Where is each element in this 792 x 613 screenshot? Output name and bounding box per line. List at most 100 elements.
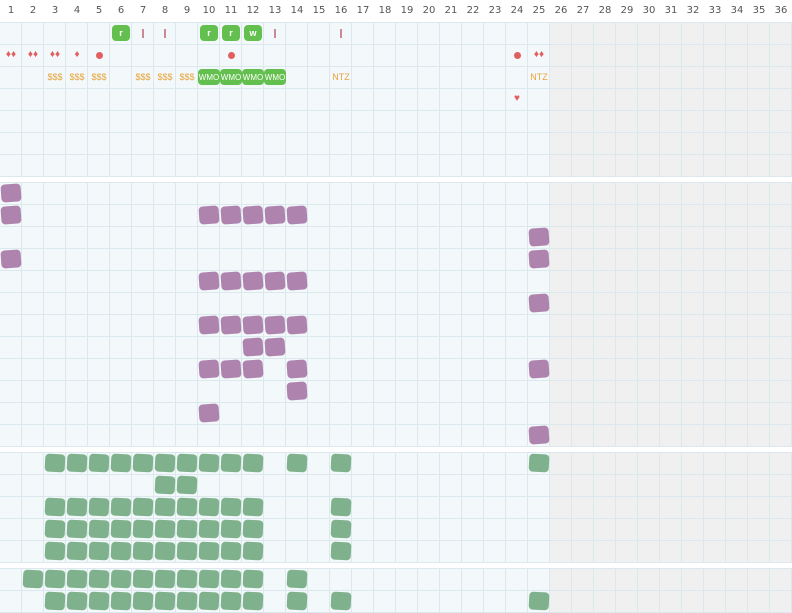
- tick-marker[interactable]: [132, 22, 154, 44]
- scribble-marker[interactable]: [242, 496, 264, 518]
- scribble-marker[interactable]: [528, 292, 550, 314]
- scribble-marker[interactable]: [110, 452, 132, 474]
- scribble-marker[interactable]: [176, 568, 198, 590]
- code-marker[interactable]: $$$: [44, 66, 66, 88]
- badge-marker[interactable]: r: [220, 22, 242, 44]
- scribble-marker[interactable]: [154, 474, 176, 496]
- scribble-marker[interactable]: [132, 590, 154, 612]
- scribble-marker[interactable]: [198, 270, 220, 292]
- scribble-marker[interactable]: [22, 568, 44, 590]
- scribble-marker[interactable]: [88, 496, 110, 518]
- scribble-marker[interactable]: [286, 314, 308, 336]
- scribble-marker[interactable]: [198, 540, 220, 562]
- scribble-marker[interactable]: [132, 518, 154, 540]
- scribble-marker[interactable]: [44, 518, 66, 540]
- scribble-marker[interactable]: [88, 540, 110, 562]
- scribble-marker[interactable]: [242, 518, 264, 540]
- scribble-marker[interactable]: [132, 568, 154, 590]
- scribble-marker[interactable]: [286, 590, 308, 612]
- scribble-marker[interactable]: [154, 540, 176, 562]
- tick-marker[interactable]: [264, 22, 286, 44]
- scribble-marker[interactable]: [242, 358, 264, 380]
- scribble-marker[interactable]: [176, 540, 198, 562]
- scribble-marker[interactable]: [528, 452, 550, 474]
- code-marker[interactable]: $$$: [66, 66, 88, 88]
- icon-marker[interactable]: ♥: [506, 88, 528, 110]
- scribble-marker[interactable]: [176, 518, 198, 540]
- scribble-marker[interactable]: [88, 452, 110, 474]
- scribble-marker[interactable]: [220, 358, 242, 380]
- scribble-marker[interactable]: [286, 358, 308, 380]
- code-marker[interactable]: $$$: [154, 66, 176, 88]
- scribble-marker[interactable]: [66, 496, 88, 518]
- scribble-marker[interactable]: [242, 590, 264, 612]
- scribble-marker[interactable]: [176, 590, 198, 612]
- scribble-marker[interactable]: [66, 452, 88, 474]
- scribble-marker[interactable]: [88, 590, 110, 612]
- scribble-marker[interactable]: [242, 336, 264, 358]
- scribble-marker[interactable]: [0, 204, 22, 226]
- tick-marker[interactable]: [330, 22, 352, 44]
- scribble-marker[interactable]: [528, 590, 550, 612]
- scribble-marker[interactable]: [242, 314, 264, 336]
- scribble-marker[interactable]: [198, 568, 220, 590]
- scribble-marker[interactable]: [220, 590, 242, 612]
- scribble-marker[interactable]: [66, 540, 88, 562]
- icon-marker[interactable]: ♦♦: [0, 44, 22, 66]
- badge-marker[interactable]: WMO: [198, 66, 220, 88]
- scribble-marker[interactable]: [242, 204, 264, 226]
- scribble-marker[interactable]: [198, 204, 220, 226]
- scribble-marker[interactable]: [528, 424, 550, 446]
- scribble-marker[interactable]: [110, 590, 132, 612]
- icon-marker[interactable]: ♦♦: [22, 44, 44, 66]
- scribble-marker[interactable]: [220, 204, 242, 226]
- scribble-marker[interactable]: [88, 568, 110, 590]
- scribble-marker[interactable]: [330, 518, 352, 540]
- scribble-marker[interactable]: [110, 518, 132, 540]
- scribble-marker[interactable]: [154, 518, 176, 540]
- scribble-marker[interactable]: [220, 496, 242, 518]
- scribble-marker[interactable]: [242, 452, 264, 474]
- scribble-marker[interactable]: [286, 452, 308, 474]
- code-marker[interactable]: NTZ: [330, 66, 352, 88]
- scribble-marker[interactable]: [44, 568, 66, 590]
- scribble-marker[interactable]: [264, 314, 286, 336]
- scribble-marker[interactable]: [198, 590, 220, 612]
- scribble-marker[interactable]: [154, 452, 176, 474]
- scribble-marker[interactable]: [176, 474, 198, 496]
- scribble-marker[interactable]: [264, 336, 286, 358]
- scribble-marker[interactable]: [0, 248, 22, 270]
- dot-marker[interactable]: [88, 44, 110, 66]
- badge-marker[interactable]: w: [242, 22, 264, 44]
- scribble-marker[interactable]: [286, 204, 308, 226]
- scribble-marker[interactable]: [198, 402, 220, 424]
- scribble-marker[interactable]: [330, 496, 352, 518]
- scribble-marker[interactable]: [242, 568, 264, 590]
- scribble-marker[interactable]: [154, 496, 176, 518]
- code-marker[interactable]: $$$: [88, 66, 110, 88]
- dot-marker[interactable]: [506, 44, 528, 66]
- scribble-marker[interactable]: [220, 452, 242, 474]
- scribble-marker[interactable]: [132, 540, 154, 562]
- scribble-marker[interactable]: [220, 540, 242, 562]
- scribble-marker[interactable]: [44, 452, 66, 474]
- scribble-marker[interactable]: [286, 568, 308, 590]
- scribble-marker[interactable]: [66, 518, 88, 540]
- scribble-marker[interactable]: [220, 270, 242, 292]
- scribble-marker[interactable]: [286, 380, 308, 402]
- scribble-marker[interactable]: [44, 590, 66, 612]
- badge-marker[interactable]: WMO: [220, 66, 242, 88]
- scribble-marker[interactable]: [66, 568, 88, 590]
- scribble-marker[interactable]: [198, 518, 220, 540]
- scribble-marker[interactable]: [198, 452, 220, 474]
- code-marker[interactable]: $$$: [132, 66, 154, 88]
- code-marker[interactable]: NTZ: [528, 66, 550, 88]
- scribble-marker[interactable]: [528, 226, 550, 248]
- scribble-marker[interactable]: [264, 270, 286, 292]
- scribble-marker[interactable]: [132, 452, 154, 474]
- scribble-marker[interactable]: [330, 452, 352, 474]
- scribble-marker[interactable]: [44, 540, 66, 562]
- scribble-marker[interactable]: [176, 452, 198, 474]
- scribble-marker[interactable]: [220, 314, 242, 336]
- scribble-marker[interactable]: [66, 590, 88, 612]
